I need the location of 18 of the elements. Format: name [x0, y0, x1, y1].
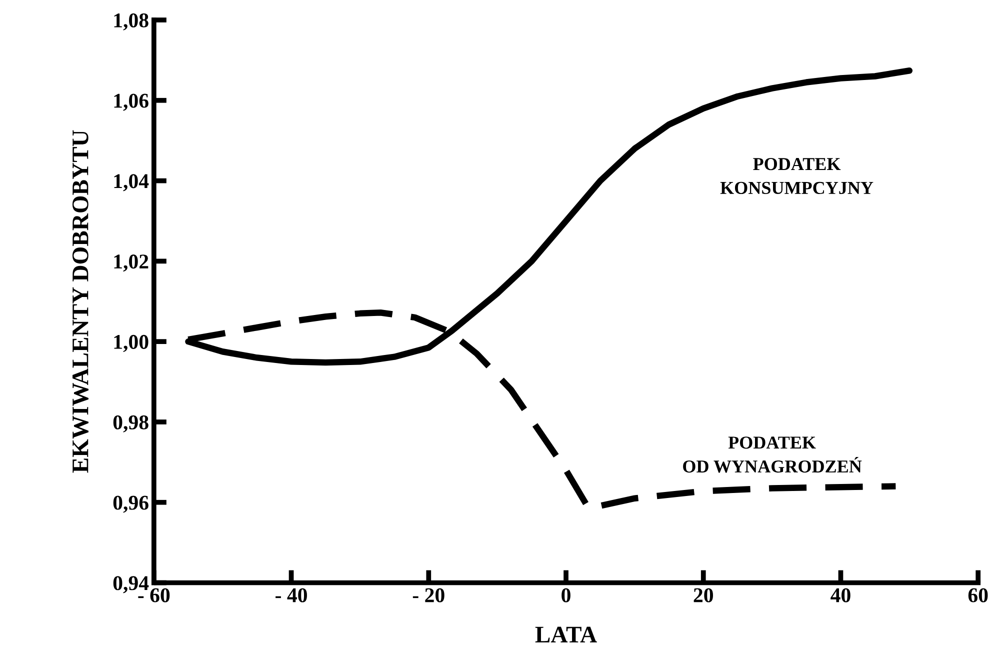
- x-tick-label: 20: [694, 588, 713, 602]
- y-tick-label: 1,02: [114, 254, 148, 272]
- x-tick-label: - 20: [412, 588, 444, 602]
- y-tick-label: 1,04: [114, 174, 149, 192]
- y-tick-label: 1,08: [114, 13, 148, 30]
- x-tick-label: - 40: [276, 588, 307, 602]
- text: PODATEK KONSUMPCYJNY: [720, 158, 874, 194]
- x-tick-label: 60: [968, 588, 988, 602]
- y-tick-label: 0,98: [113, 415, 148, 432]
- y-axis-title: EKWIWALENTY DOBROBYTU: [72, 130, 88, 473]
- y-tick-label: 0,96: [113, 496, 148, 513]
- y-tick-label: 0,94: [113, 576, 149, 594]
- x-tick-label: 0: [562, 588, 570, 602]
- y-tick-label: 1,00: [114, 334, 148, 352]
- x-axis-title: LATA: [535, 626, 597, 642]
- y-tick-label: 1,06: [114, 94, 148, 111]
- x-tick-label: 40: [830, 588, 850, 602]
- series-label: PODATEK OD WYNAGRODZEŃ: [683, 436, 862, 473]
